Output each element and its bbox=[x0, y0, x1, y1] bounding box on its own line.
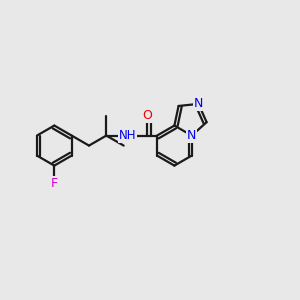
Text: N: N bbox=[187, 129, 196, 142]
Text: O: O bbox=[142, 109, 152, 122]
Text: F: F bbox=[51, 177, 58, 190]
Text: N: N bbox=[194, 98, 203, 110]
Text: NH: NH bbox=[118, 129, 136, 142]
